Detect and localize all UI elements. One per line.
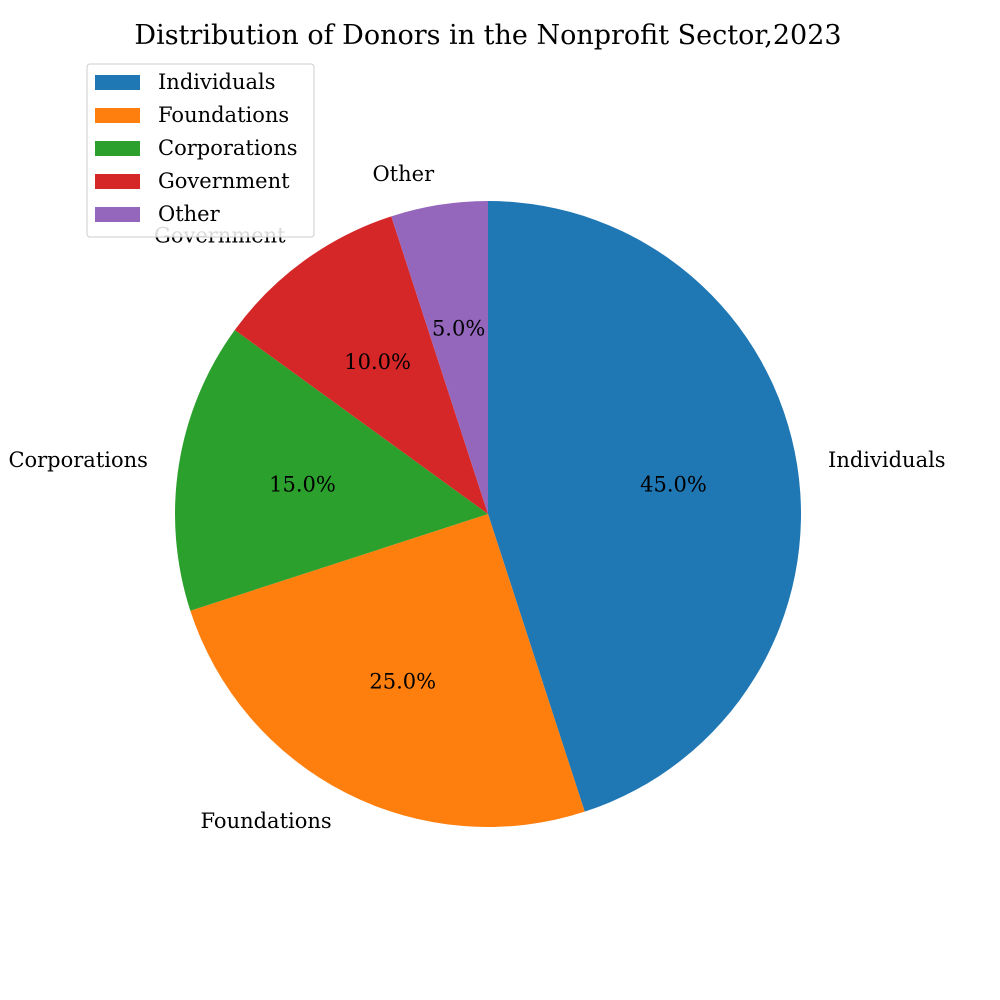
legend-swatch-individuals xyxy=(95,75,140,90)
slice-label-foundations: Foundations xyxy=(201,809,332,833)
slice-value-foundations: 25.0% xyxy=(369,669,436,693)
slice-value-government: 10.0% xyxy=(344,350,411,374)
pie-slices xyxy=(175,201,801,827)
legend-label-government: Government xyxy=(158,169,290,193)
slice-other xyxy=(391,201,488,514)
legend-swatch-corporations xyxy=(95,141,140,156)
slice-foundations xyxy=(190,514,585,827)
legend-label-other: Other xyxy=(158,202,221,226)
legend-label-corporations: Corporations xyxy=(158,136,298,160)
legend-frame xyxy=(86,63,315,238)
slice-label-other: Other xyxy=(372,162,435,186)
legend-swatch-foundations xyxy=(95,108,140,123)
slice-value-other: 5.0% xyxy=(432,317,485,341)
legend-swatch-other xyxy=(95,207,140,222)
slice-government xyxy=(234,216,488,514)
legend-label-individuals: Individuals xyxy=(158,70,276,94)
chart-title: Distribution of Donors in the Nonprofit … xyxy=(134,20,841,51)
slice-label-individuals: Individuals xyxy=(828,448,946,472)
slice-value-individuals: 45.0% xyxy=(640,473,707,497)
slice-label-corporations: Corporations xyxy=(8,448,148,472)
slice-corporations xyxy=(175,330,488,611)
slice-value-corporations: 15.0% xyxy=(269,473,336,497)
slice-individuals xyxy=(488,201,801,812)
legend-label-foundations: Foundations xyxy=(158,103,289,127)
legend-swatch-government xyxy=(95,174,140,189)
legend: Individuals Foundations Corporations Govern… xyxy=(86,63,315,238)
